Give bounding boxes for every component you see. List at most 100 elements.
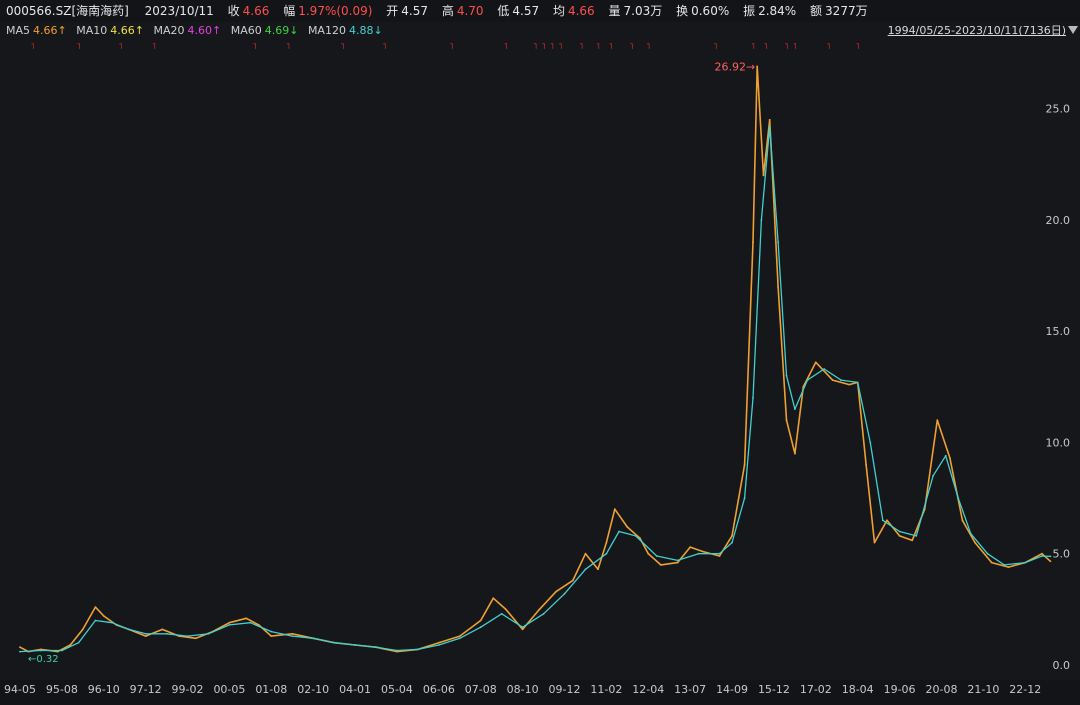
data-point: [831, 379, 834, 381]
data-point: [333, 641, 335, 644]
data-point: [605, 541, 608, 544]
data-point: [270, 630, 273, 633]
data-point: [634, 535, 637, 537]
data-point: [848, 383, 851, 386]
data-point: [521, 628, 524, 631]
x-tick-label: 09-12: [549, 683, 581, 696]
moving-average-bar: MA5 4.66↑ MA10 4.66↑ MA20 4.60↑ MA60 4.69↓ M…: [0, 22, 1080, 40]
x-tick-label: 14-09: [716, 683, 748, 696]
quote-date: 2023/10/11: [144, 4, 214, 18]
data-point: [944, 454, 947, 457]
data-point: [655, 555, 658, 557]
data-point: [40, 649, 42, 652]
dropdown-arrow-icon[interactable]: [1068, 26, 1078, 34]
event-marker: ˥: [152, 42, 156, 51]
data-point: [438, 644, 440, 646]
amplitude-value: 2.84%: [758, 4, 797, 18]
data-point: [1049, 560, 1052, 563]
data-point: [990, 561, 993, 564]
amount-label: 额: [810, 4, 823, 18]
event-marker: ˥: [77, 42, 81, 51]
data-point: [873, 541, 876, 544]
series-line: [19, 65, 1051, 653]
event-marker: ˥: [119, 42, 123, 51]
data-point: [865, 463, 867, 466]
data-point: [77, 641, 80, 644]
turnover-label: 换: [676, 4, 689, 18]
data-point: [228, 624, 231, 626]
stock-symbol[interactable]: 000566.SZ[海南海药]: [6, 4, 129, 18]
data-point: [647, 552, 650, 555]
x-tick-label: 21-10: [967, 683, 999, 696]
close-label: 收: [227, 4, 240, 18]
data-point: [777, 285, 779, 288]
data-point: [291, 632, 294, 635]
event-marker: ˥: [793, 42, 797, 51]
data-point: [613, 508, 616, 511]
event-marker: ˥: [550, 42, 554, 51]
data-point: [731, 541, 733, 544]
data-point: [760, 219, 763, 221]
data-point: [165, 632, 168, 635]
data-point: [312, 637, 315, 640]
data-point: [186, 635, 189, 637]
data-point: [161, 628, 164, 631]
x-tick-label: 04-01: [339, 683, 371, 696]
data-point: [806, 379, 809, 381]
avg-label: 均: [552, 4, 565, 18]
event-marker: ˥: [609, 42, 613, 51]
open-value: 4.57: [401, 4, 428, 18]
data-point: [354, 644, 356, 646]
data-point: [697, 552, 700, 555]
x-tick-label: 95-08: [46, 683, 78, 696]
data-point: [840, 379, 842, 381]
data-point: [898, 535, 901, 537]
open-label: 开: [386, 4, 399, 18]
data-point: [458, 637, 461, 640]
data-point: [814, 361, 817, 364]
y-tick-label: 20.0: [1046, 214, 1071, 227]
data-point: [417, 648, 419, 651]
ma10-label: MA10: [76, 24, 108, 37]
min-price-annotation: ←0.32: [28, 654, 59, 665]
data-point: [886, 519, 888, 522]
data-point: [572, 579, 574, 582]
data-point: [228, 621, 231, 624]
data-point: [1049, 555, 1052, 558]
price-chart[interactable]: ˥ ˥ ˥ ˥ ˥ ˥ ˥ ˥ ˥ ˥ ˥ ˥ ˥ ˥ ˥ ˥ ˥ ˥ ˥ ˥ ˥ ˥ ˥ ˥ ˥ ˥ 0.0 5.0 10.0 15.…: [0, 40, 1080, 705]
data-point: [762, 174, 765, 177]
data-point: [676, 559, 679, 562]
y-tick-label: 25.0: [1046, 103, 1071, 116]
data-point: [438, 641, 440, 644]
event-marker: ˥: [826, 42, 830, 51]
data-point: [823, 368, 826, 370]
data-point: [768, 118, 771, 121]
data-point: [1024, 561, 1027, 564]
data-point: [492, 597, 495, 600]
event-marker: ˥: [856, 42, 860, 51]
ma20-label: MA20: [153, 24, 185, 37]
data-point: [676, 561, 679, 564]
event-marker: ˥: [646, 42, 650, 51]
x-tick-label: 19-06: [884, 683, 916, 696]
data-point: [542, 612, 545, 615]
x-tick-label: 17-02: [800, 683, 832, 696]
data-point: [756, 65, 759, 68]
data-point: [743, 463, 746, 466]
x-tick-label: 06-06: [423, 683, 455, 696]
event-marker: ˥: [449, 42, 453, 51]
data-point: [127, 628, 130, 631]
event-marker: ˥: [253, 42, 257, 51]
data-point: [291, 635, 294, 637]
data-point: [375, 646, 377, 649]
y-tick-label: 15.0: [1046, 325, 1071, 338]
data-point: [584, 552, 587, 555]
data-point: [869, 441, 872, 444]
date-range-selector[interactable]: 1994/05/25-2023/10/11(7136日): [887, 24, 1066, 37]
data-point: [94, 619, 97, 622]
data-point: [538, 608, 541, 611]
data-point: [500, 612, 503, 615]
data-point: [479, 626, 482, 629]
data-point: [794, 452, 796, 455]
y-tick-label: 5.0: [1053, 548, 1071, 561]
